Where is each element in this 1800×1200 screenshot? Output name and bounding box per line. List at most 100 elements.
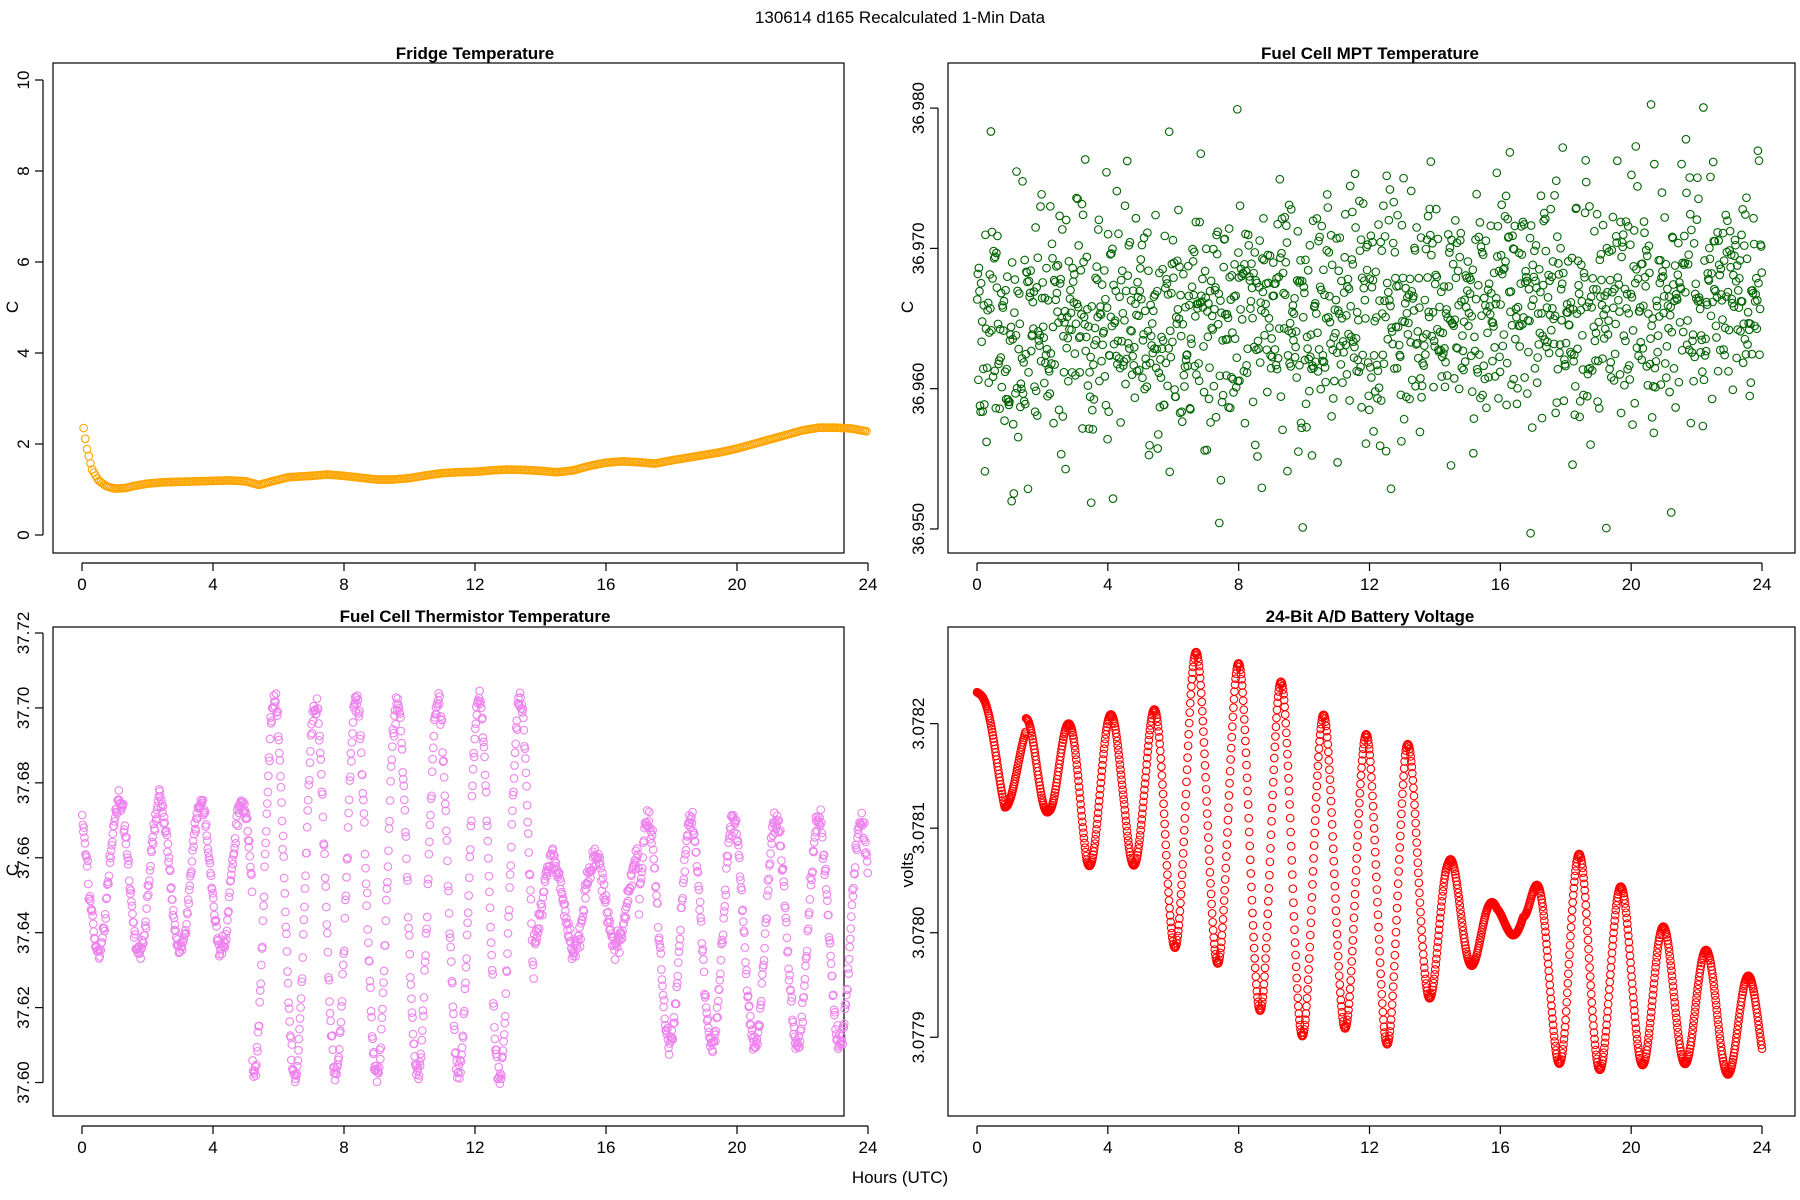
battery-ylabel: volts [898,853,917,888]
mpt-data-point [1659,291,1669,301]
mpt-data-point [1417,381,1427,391]
thermistor-data-point [130,930,140,939]
mpt-data-point [1413,353,1423,363]
mpt-data-point [1414,273,1424,283]
mpt-data-point [1491,293,1501,303]
mpt-data-point [1474,350,1484,359]
mpt-data-point [1623,222,1633,231]
mpt-data-point [1399,414,1409,424]
mpt-data-point [1732,353,1741,363]
mpt-data-point [1557,279,1567,289]
mpt-data-point [1532,378,1542,388]
mpt-data-point [1682,188,1691,198]
mpt-data-point [1755,304,1765,314]
thermistor-data-point [102,893,112,903]
mpt-data-point [1427,250,1436,260]
mpt-data-point [1140,306,1150,316]
mpt-data-point [1718,315,1727,324]
mpt-data-point [1411,381,1420,391]
mpt-data-point [1297,423,1306,433]
mpt-data-point [1473,280,1483,290]
mpt-data-point [1724,367,1733,376]
mpt-data-point [1439,282,1449,291]
fridge-data-point [80,434,90,444]
mpt-data-point [1120,315,1129,325]
mpt-data-point [1737,297,1747,306]
mpt-data-point [1085,367,1094,377]
thermistor-data-point [163,839,173,849]
mpt-data-point [1546,325,1556,335]
mpt-data-point [1008,419,1018,429]
mpt-data-point [1048,322,1058,332]
thermistor-plot-frame [52,626,845,1117]
mpt-data-point [1618,230,1628,239]
mpt-data-point [1743,307,1753,317]
mpt-data-point [1628,420,1637,429]
mpt-data-point [1724,325,1734,335]
mpt-data-point [1478,390,1487,400]
battery-x-tick-label: 0 [972,1138,981,1157]
mpt-data-point [1753,295,1762,305]
thermistor-data-point [133,944,142,954]
mpt-data-point [1526,528,1535,538]
mpt-data-point [1726,262,1735,272]
mpt-data-point [1671,403,1680,412]
mpt-data-point [1049,418,1058,428]
mpt-data-point [1292,373,1302,382]
mpt-data-point [1591,328,1601,338]
mpt-data-point [1002,272,1012,282]
mpt-data-point [1681,287,1690,297]
mpt-data-point [1716,264,1726,274]
mpt-data-point [1380,296,1389,306]
mpt-data-point [1713,366,1723,376]
mpt-data-point [1484,372,1493,382]
thermistor-data-point [80,839,90,848]
mpt-data-point [1186,405,1195,414]
mpt-data-point [1425,230,1435,240]
thermistor-y-tick-label: 37.66 [14,836,33,879]
mpt-data-point [1531,276,1540,286]
mpt-data-point [1297,276,1307,286]
mpt-data-point [1653,347,1662,357]
mpt-data-point [1641,281,1650,291]
mpt-panel-title: Fuel Cell MPT Temperature [1261,44,1479,63]
mpt-data-point [1458,346,1468,356]
mpt-data-point [1044,366,1054,376]
mpt-data-point [1209,381,1219,391]
mpt-data-point [1331,295,1341,305]
mpt-data-point [1710,236,1720,246]
mpt-data-point [1094,215,1104,225]
mpt-data-point [1175,408,1185,418]
mpt-data-point [1649,428,1659,438]
mpt-data-point [1100,372,1110,381]
mpt-data-point [1687,348,1697,357]
mpt-data-point [1436,287,1446,297]
mpt-data-point [1528,295,1538,305]
mpt-data-point [1066,285,1075,295]
mpt-data-point [1031,386,1041,396]
mpt-data-point [1482,403,1491,413]
mpt-data-point [1419,341,1429,351]
mpt-data-point [1301,255,1310,265]
mpt-data-point [1032,283,1042,292]
mpt-data-point [1369,427,1378,436]
mpt-data-point [1699,375,1709,385]
mpt-data-point [1467,387,1477,397]
mpt-data-point [1580,208,1590,218]
mpt-data-point [1265,251,1275,261]
mpt-data-point [1608,212,1618,222]
mpt-data-point [1128,351,1137,361]
mpt-data-point [1729,302,1739,311]
thermistor-data-point [80,833,89,842]
mpt-data-point [1125,237,1135,247]
mpt-data-point [1374,220,1383,229]
mpt-data-point [1405,394,1414,404]
mpt-data-point [1341,340,1351,350]
mpt-data-point [1262,387,1272,397]
mpt-data-point [1380,232,1390,241]
mpt-data-point [1527,423,1537,432]
mpt-data-point [1320,290,1329,300]
mpt-data-point [1348,259,1358,269]
mpt-data-point [1715,345,1725,355]
mpt-data-point [1381,446,1391,456]
